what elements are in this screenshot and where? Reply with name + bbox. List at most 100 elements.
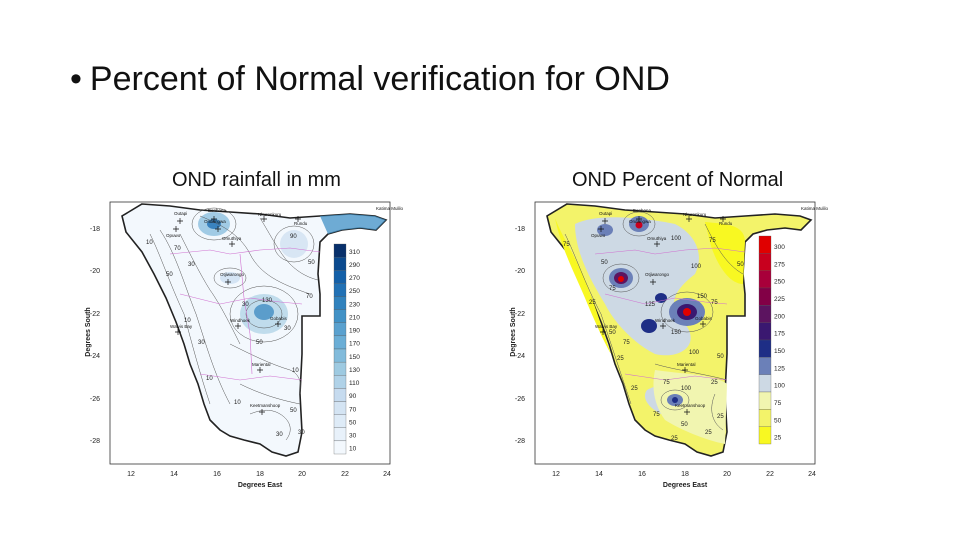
right-legend-label: 250 bbox=[774, 279, 785, 286]
left-legend-swatch bbox=[333, 440, 347, 455]
right-y-tick: -24 bbox=[515, 353, 525, 360]
left-contour-ring bbox=[213, 267, 247, 289]
left-town-marker bbox=[257, 367, 263, 373]
left-legend-label: 90 bbox=[349, 393, 357, 400]
left-legend-label: 30 bbox=[349, 433, 357, 440]
right-legend-swatch bbox=[758, 270, 772, 289]
left-town-label: Ondangwa bbox=[204, 219, 226, 224]
right-map-caption: OND Percent of Normal bbox=[572, 169, 784, 191]
left-contour-label: 70 bbox=[174, 246, 181, 252]
right-town-label: Ondangwa bbox=[629, 219, 651, 224]
right-town-label: Eenhana bbox=[633, 208, 652, 213]
left-x-tick: 20 bbox=[298, 471, 306, 478]
right-town-label: Windhoek bbox=[655, 318, 676, 323]
right-town-label: Walvis Bay bbox=[595, 324, 618, 329]
left-legend-label: 130 bbox=[349, 367, 360, 374]
left-x-tick: 22 bbox=[341, 471, 349, 478]
right-town-marker bbox=[654, 241, 660, 247]
left-legend-swatch bbox=[333, 427, 347, 442]
right-legend-swatch bbox=[758, 391, 772, 410]
right-legend-label: 275 bbox=[774, 261, 785, 268]
right-y-tick: -28 bbox=[515, 438, 525, 445]
left-legend-label: 110 bbox=[349, 380, 360, 387]
left-y-tick: -24 bbox=[90, 353, 100, 360]
right-legend: 300 275 250 225 200 175 150 125 100 75 50 25 bbox=[758, 235, 785, 445]
left-rainfall-map: 10 70 50 30 90 50 10 30 10 30 30 70 50 1… bbox=[85, 201, 404, 489]
left-town-marker bbox=[261, 216, 267, 222]
left-legend-label: 170 bbox=[349, 341, 360, 348]
left-contour-label: 10 bbox=[292, 368, 299, 374]
left-contour-ring bbox=[273, 225, 315, 263]
left-town-marker bbox=[175, 329, 181, 335]
left-contour bbox=[149, 233, 211, 405]
right-town-label: Mariental bbox=[677, 362, 696, 367]
right-y-tick: -26 bbox=[515, 396, 525, 403]
right-contour-label: 100 bbox=[691, 264, 702, 270]
left-town-marker bbox=[211, 216, 217, 222]
title-text: Percent of Normal verification for OND bbox=[89, 60, 670, 98]
right-town-label: Keetmanshoop bbox=[675, 403, 706, 408]
left-x-axis-label: Degrees East bbox=[238, 482, 283, 489]
left-town-label: Omuthiya bbox=[222, 236, 242, 241]
right-town-label: Gobabis bbox=[695, 316, 713, 321]
left-legend-swatch bbox=[333, 283, 347, 297]
right-contour bbox=[704, 223, 744, 275]
left-y-tick: -28 bbox=[90, 438, 100, 445]
right-x-tick: 22 bbox=[766, 471, 774, 478]
right-legend-swatch bbox=[758, 253, 772, 271]
right-y-axis-label: Degrees South bbox=[510, 307, 517, 356]
left-town-marker bbox=[235, 323, 241, 329]
right-contour-label: 25 bbox=[705, 430, 712, 436]
left-contour-label: 70 bbox=[306, 294, 313, 300]
right-contour-label: 25 bbox=[617, 356, 624, 362]
left-legend: 310 290 270 250 230 210 190 170 150 130 110 90 70 50 3… bbox=[333, 243, 360, 455]
left-contour bbox=[229, 343, 301, 395]
left-town-label: Katima Mulilo bbox=[376, 206, 404, 211]
left-legend-label: 310 bbox=[349, 249, 360, 256]
right-contour-label: 50 bbox=[681, 422, 688, 428]
right-contour-label: 125 bbox=[645, 302, 656, 308]
left-contour-label: 30 bbox=[198, 340, 205, 346]
right-town-marker bbox=[682, 367, 688, 373]
right-legend-swatch bbox=[758, 287, 772, 306]
left-y-tick: -20 bbox=[90, 268, 100, 275]
left-legend-swatch bbox=[333, 375, 347, 389]
right-town-marker bbox=[684, 409, 690, 415]
left-legend-label: 10 bbox=[349, 446, 357, 453]
right-legend-label: 175 bbox=[774, 331, 785, 338]
right-town-label: Opuwo bbox=[591, 233, 606, 238]
left-legend-swatch bbox=[333, 322, 347, 337]
left-legend-label: 150 bbox=[349, 354, 360, 361]
left-town-marker bbox=[275, 321, 281, 327]
left-x-tick: 18 bbox=[256, 471, 264, 478]
right-town-marker bbox=[686, 216, 692, 222]
left-legend-swatch bbox=[333, 270, 347, 284]
right-legend-label: 25 bbox=[774, 435, 782, 442]
right-legend-label: 150 bbox=[774, 348, 785, 355]
right-legend-swatch bbox=[758, 235, 772, 254]
right-contour-label: 75 bbox=[623, 340, 630, 346]
right-legend-swatch bbox=[758, 357, 772, 375]
left-caprivi-fill bbox=[320, 214, 386, 234]
left-town-marker bbox=[177, 218, 183, 224]
right-legend-swatch bbox=[758, 409, 772, 427]
left-contour-label: 10 bbox=[234, 400, 241, 406]
left-contour-label: 30 bbox=[242, 302, 249, 308]
left-x-tick: 24 bbox=[383, 471, 391, 478]
left-town-marker bbox=[173, 226, 179, 232]
right-contour-ring bbox=[622, 211, 656, 237]
left-y-tick: -22 bbox=[90, 311, 100, 318]
right-x-tick: 14 bbox=[595, 471, 603, 478]
left-contour bbox=[159, 229, 231, 405]
right-town-marker bbox=[636, 216, 642, 222]
left-rain-pocket-east bbox=[280, 230, 308, 258]
right-x-tick: 18 bbox=[681, 471, 689, 478]
right-legend-label: 125 bbox=[774, 365, 785, 372]
right-contour-label: 100 bbox=[671, 236, 682, 242]
right-x-tick: 16 bbox=[638, 471, 646, 478]
right-town-marker bbox=[650, 279, 656, 285]
left-region-boundary bbox=[199, 373, 303, 381]
left-y-axis-label: Degrees South bbox=[85, 307, 92, 356]
right-region-boundary bbox=[594, 247, 746, 255]
left-contour bbox=[179, 233, 241, 345]
